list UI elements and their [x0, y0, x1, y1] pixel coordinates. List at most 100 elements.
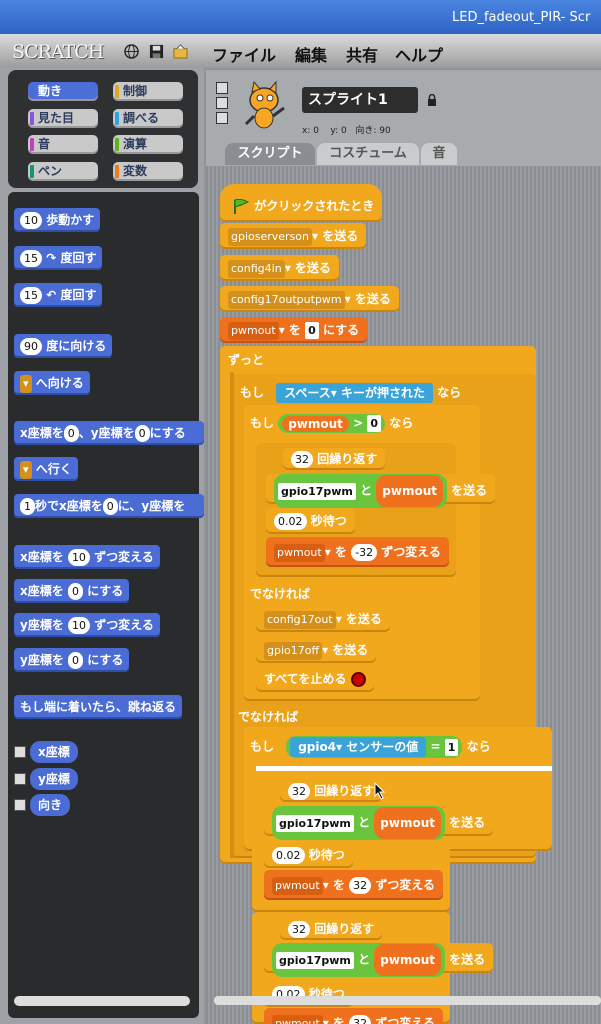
block-turn-right[interactable]: 15 ↷ 度回す	[14, 246, 103, 270]
join-operator[interactable]: gpio17pwm と pwmout	[272, 806, 445, 840]
repeat-header[interactable]: 32 回繰り返す	[280, 780, 383, 802]
globe-icon[interactable]	[124, 44, 139, 59]
menu-file[interactable]: ファイル	[212, 46, 277, 65]
join-operator[interactable]: gpio17pwm と pwmout	[272, 943, 445, 977]
menu-help[interactable]: ヘルプ	[395, 46, 444, 65]
category-sound[interactable]: 音	[28, 135, 98, 154]
broadcast-block[interactable]: config17outputpwm ▾ を送る	[220, 286, 399, 312]
value-input[interactable]: -32	[351, 544, 378, 561]
share-icon[interactable]	[173, 44, 188, 59]
text-input[interactable]: gpio17pwm	[278, 482, 356, 500]
equals-operator[interactable]: gpio4▾ センサーの値 = 1	[286, 736, 463, 758]
sprite-name-field[interactable]: スプライト1	[302, 87, 418, 113]
x-input[interactable]: 0	[102, 498, 118, 515]
x-input[interactable]: 0	[63, 425, 79, 442]
checkbox-direction[interactable]	[14, 799, 26, 811]
pwmout-reporter[interactable]: pwmout	[374, 944, 441, 976]
broadcast-block[interactable]: config4in ▾ を送る	[220, 255, 339, 281]
block-set-y[interactable]: y座標を 0 にする	[14, 648, 130, 672]
pwmout-reporter[interactable]: pwmout	[282, 415, 349, 432]
flip-style-icon[interactable]	[216, 97, 228, 109]
category-variables[interactable]: 変数	[113, 162, 183, 181]
menu-share[interactable]: 共有	[346, 46, 379, 65]
num-input[interactable]: 10	[67, 549, 90, 566]
value-input[interactable]: 32	[349, 877, 372, 894]
repeat-header[interactable]: 32 回繰り返す	[283, 448, 386, 470]
block-turn-left[interactable]: 15 ↶ 度回す	[14, 283, 103, 307]
block-set-x[interactable]: x座標を 0 にする	[14, 579, 130, 603]
secs-input[interactable]: 1	[20, 498, 35, 515]
tab-costumes[interactable]: コスチューム	[317, 143, 419, 165]
key-pressed-sensor[interactable]: スペース▾ キーが押された	[276, 383, 433, 403]
block-goto-xy[interactable]: x座標を 0 、y座標を 0 にする	[14, 421, 204, 445]
category-operators[interactable]: 演算	[113, 135, 183, 154]
variable-dropdown[interactable]: pwmout	[272, 1014, 323, 1024]
text-input[interactable]: gpio17pwm	[276, 814, 354, 832]
join-operator[interactable]: gpio17pwm と pwmout	[274, 474, 447, 508]
repeat-header[interactable]: 32 回繰り返す	[280, 918, 383, 940]
menu-edit[interactable]: 編集	[295, 46, 328, 65]
category-sensing[interactable]: 調べる	[113, 109, 183, 128]
num-input[interactable]: 0	[67, 583, 83, 600]
when-flag-clicked-block[interactable]: がクリックされたとき	[220, 184, 383, 222]
block-point-direction[interactable]: 90 度に向ける	[14, 334, 113, 358]
message-dropdown[interactable]: config17outputpwm	[228, 290, 345, 309]
change-variable-block[interactable]: pwmout ▾ を 32 ずつ変える	[264, 1008, 443, 1024]
variable-dropdown[interactable]: pwmout	[274, 543, 325, 562]
block-point-towards[interactable]: ▾ へ向ける	[14, 371, 90, 395]
sensor-value-reporter[interactable]: gpio4▾ センサーの値	[290, 737, 427, 757]
category-pen[interactable]: ペン	[28, 162, 98, 181]
save-icon[interactable]	[149, 44, 164, 59]
count-input[interactable]: 32	[288, 921, 310, 938]
scripts-scrollbar[interactable]	[214, 996, 601, 1005]
block-glide[interactable]: 1 秒でx座標を 0 に、y座標を	[14, 494, 204, 518]
text-input[interactable]: gpio17pwm	[276, 951, 354, 969]
variable-dropdown[interactable]: pwmout	[228, 321, 279, 340]
message-dropdown[interactable]: gpio17off	[264, 641, 323, 660]
message-dropdown[interactable]: config4in	[228, 259, 285, 278]
value-input[interactable]: 1	[444, 738, 459, 756]
pwmout-reporter[interactable]: pwmout	[376, 475, 443, 507]
wait-block[interactable]: 0.02 秒待つ	[264, 842, 353, 868]
broadcast-block[interactable]: gpioserverson ▾ を送る	[220, 223, 367, 249]
secs-input[interactable]: 0.02	[274, 513, 307, 530]
num-input[interactable]: 10	[20, 212, 42, 229]
num-input[interactable]: 15	[20, 287, 42, 304]
palette-scrollbar[interactable]	[14, 996, 190, 1006]
broadcast-block[interactable]: gpio17off ▾ を送る	[256, 637, 377, 663]
block-bounce[interactable]: もし端に着いたら、跳ね返る	[14, 695, 183, 719]
num-input[interactable]: 0	[68, 652, 84, 669]
block-move[interactable]: 10 歩動かす	[14, 208, 101, 232]
block-change-x[interactable]: x座標を 10 ずつ変える	[14, 545, 160, 569]
stop-all-block[interactable]: すべてを止める	[256, 666, 374, 692]
lock-icon[interactable]	[427, 94, 437, 106]
reporter-x-position[interactable]: x座標	[30, 741, 78, 763]
reporter-y-position[interactable]: y座標	[30, 768, 78, 790]
value-input[interactable]: 0	[305, 322, 319, 339]
variable-dropdown[interactable]: pwmout	[272, 876, 323, 895]
rotate-style-icon[interactable]	[216, 82, 228, 94]
count-input[interactable]: 32	[288, 783, 310, 800]
greater-than-operator[interactable]: pwmout > 0	[278, 414, 385, 433]
tab-sounds[interactable]: 音	[421, 143, 457, 165]
num-input[interactable]: 10	[68, 617, 91, 634]
no-rotate-icon[interactable]	[216, 112, 228, 124]
checkbox-x-position[interactable]	[14, 746, 26, 758]
category-looks[interactable]: 見た目	[28, 109, 98, 128]
direction-input[interactable]: 90	[20, 338, 42, 355]
wait-block[interactable]: 0.02 秒待つ	[266, 508, 355, 534]
tab-scripts[interactable]: スクリプト	[225, 143, 315, 165]
message-dropdown[interactable]: gpioserverson	[228, 227, 313, 246]
broadcast-join-block[interactable]: gpio17pwm と pwmout を送る	[266, 474, 496, 508]
count-input[interactable]: 32	[291, 451, 313, 468]
message-dropdown[interactable]: config17out	[264, 610, 336, 629]
block-goto[interactable]: ▾ へ行く	[14, 457, 78, 481]
reporter-direction[interactable]: 向き	[30, 794, 71, 816]
change-variable-block[interactable]: pwmout ▾ を 32 ずつ変える	[264, 870, 443, 900]
block-change-y[interactable]: y座標を 10 ずつ変える	[14, 613, 160, 637]
set-variable-block[interactable]: pwmout ▾ を 0 にする	[220, 317, 368, 343]
y-input[interactable]: 0	[134, 425, 150, 442]
chevron-down-icon[interactable]: ▾	[20, 374, 32, 393]
pwmout-reporter[interactable]: pwmout	[374, 807, 441, 839]
category-control[interactable]: 制御	[113, 82, 183, 101]
